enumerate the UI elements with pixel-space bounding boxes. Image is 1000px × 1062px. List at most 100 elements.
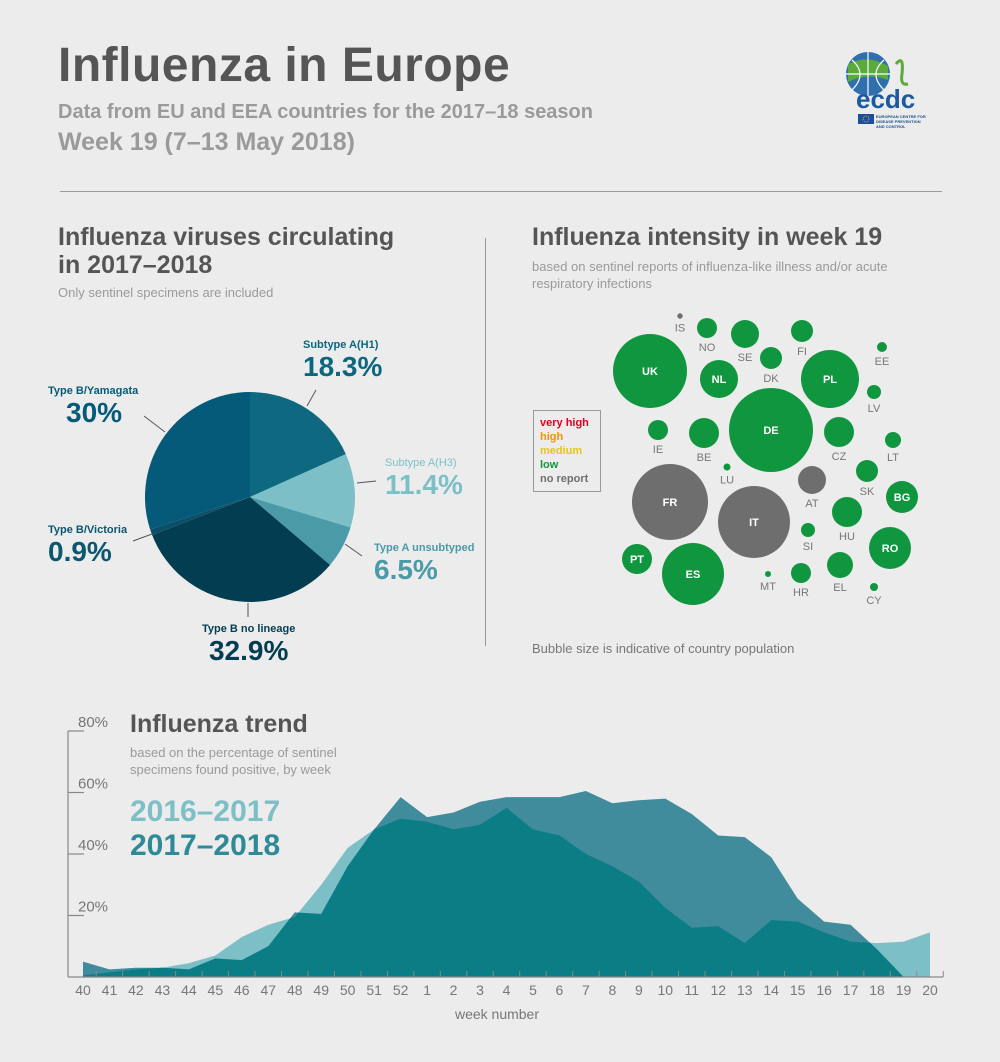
intensity-legend: very high high medium low no report bbox=[533, 410, 601, 492]
leader-line-unsubtyped bbox=[344, 543, 363, 557]
x-tick-label: 43 bbox=[155, 982, 171, 998]
bubble-circle bbox=[885, 432, 901, 448]
pie-slice-type-a-unsubtyped bbox=[250, 497, 351, 565]
x-tick-label: 41 bbox=[102, 982, 118, 998]
bubble-label: DK bbox=[763, 373, 779, 385]
bubble-label: CY bbox=[866, 595, 882, 607]
bubble-circle bbox=[827, 552, 853, 578]
trend-title: Influenza trend bbox=[130, 710, 308, 738]
bubble-label: BE bbox=[697, 452, 712, 464]
x-tick-label: 6 bbox=[556, 982, 564, 998]
x-tick-label: 13 bbox=[737, 982, 753, 998]
bubble-label: AT bbox=[805, 498, 819, 510]
bubble-label: IS bbox=[675, 323, 685, 335]
trend-note-line1: based on the percentage of sentinel bbox=[130, 745, 337, 760]
x-tick-label: 42 bbox=[128, 982, 144, 998]
x-tick-label: 18 bbox=[869, 982, 885, 998]
x-tick-label: 1 bbox=[423, 982, 431, 998]
pie-label-no-lineage: Type B no lineage 32.9% bbox=[202, 623, 296, 666]
legend-2017-2018: 2017–2018 bbox=[130, 829, 281, 862]
bubble-is: IS bbox=[675, 313, 685, 335]
x-tick-label: 49 bbox=[313, 982, 329, 998]
legend-low: low bbox=[540, 459, 559, 471]
section-divider bbox=[485, 238, 486, 646]
intensity-note: based on sentinel reports of influenza-l… bbox=[532, 259, 888, 291]
page-title: Influenza in Europe bbox=[58, 39, 511, 92]
intensity-title: Influenza intensity in week 19 bbox=[532, 223, 883, 251]
x-tick-label: 4 bbox=[503, 982, 511, 998]
bubble-circle bbox=[731, 320, 759, 348]
x-tick-label: 48 bbox=[287, 982, 303, 998]
bubble-label: UK bbox=[642, 366, 658, 378]
bubble-label: DE bbox=[763, 425, 778, 437]
area-overlap bbox=[83, 807, 904, 977]
bubble-circle bbox=[869, 527, 911, 569]
bubble-label: PL bbox=[823, 374, 837, 386]
x-tick-label: 14 bbox=[763, 982, 779, 998]
bubble-label: EE bbox=[875, 356, 890, 368]
bubble-circle bbox=[870, 583, 878, 591]
x-tick-label: 46 bbox=[234, 982, 250, 998]
bubble-circle bbox=[718, 486, 790, 558]
bubble-label: SI bbox=[803, 541, 813, 553]
pie-label-h1: Subtype A(H1) 18.3% bbox=[303, 339, 383, 382]
x-tick-label: 50 bbox=[340, 982, 356, 998]
leader-line-victoria bbox=[132, 533, 153, 542]
trend-note-line2: specimens found positive, by week bbox=[130, 762, 331, 777]
bubble-lu: LU bbox=[720, 463, 734, 487]
pie-slice-subtype-a-h1- bbox=[250, 392, 346, 497]
x-axis-label: week number bbox=[454, 1006, 539, 1022]
bubble-dk: DK bbox=[760, 347, 782, 385]
bubble-circle bbox=[886, 481, 918, 513]
bubble-label: PT bbox=[630, 554, 644, 566]
bubble-si: SI bbox=[801, 523, 815, 553]
x-tick-label: 16 bbox=[816, 982, 832, 998]
x-tick-label: 47 bbox=[260, 982, 276, 998]
leader-line-h1 bbox=[306, 389, 317, 407]
bubble-label: FI bbox=[797, 346, 807, 358]
bubble-ie: IE bbox=[648, 420, 668, 456]
leader-line-yamagata bbox=[143, 415, 166, 433]
bubble-label: ES bbox=[686, 569, 701, 581]
bubble-es: ES bbox=[662, 543, 724, 605]
bubble-cy: CY bbox=[866, 583, 882, 607]
viruses-title: Influenza viruses circulating in 2017–20… bbox=[58, 223, 394, 279]
y-tick-label: 20% bbox=[78, 899, 108, 916]
x-tick-label: 51 bbox=[366, 982, 382, 998]
viruses-note: Only sentinel specimens are included bbox=[58, 285, 274, 300]
x-tick-label: 15 bbox=[790, 982, 806, 998]
bubble-label: SK bbox=[860, 486, 875, 498]
bubble-uk: UK bbox=[613, 334, 687, 408]
x-tick-label: 3 bbox=[476, 982, 484, 998]
x-tick-label: 12 bbox=[710, 982, 726, 998]
bubble-footnote: Bubble size is indicative of country pop… bbox=[532, 641, 795, 656]
bubble-circle bbox=[700, 360, 738, 398]
bubble-pl: PL bbox=[801, 350, 859, 408]
page-subtitle: Data from EU and EEA countries for the 2… bbox=[58, 101, 593, 123]
bubble-label: SE bbox=[738, 352, 753, 364]
bubble-label: NO bbox=[699, 342, 716, 354]
logo-wordmark: ecdc bbox=[856, 84, 915, 114]
bubble-at: AT bbox=[798, 466, 826, 510]
bubble-no: NO bbox=[697, 318, 717, 354]
bubble-circle bbox=[877, 342, 887, 352]
pie-label-h3: Subtype A(H3) 11.4% bbox=[385, 457, 463, 500]
bubble-lv: LV bbox=[867, 385, 881, 415]
bubble-label: IE bbox=[653, 444, 663, 456]
legend-no-report: no report bbox=[540, 473, 589, 485]
bubble-circle bbox=[791, 563, 811, 583]
bubble-it: IT bbox=[718, 486, 790, 558]
legend-2016-2017: 2016–2017 bbox=[130, 795, 281, 828]
bubble-fr: FR bbox=[632, 464, 708, 540]
bubble-label: LT bbox=[887, 452, 899, 464]
bubble-circle bbox=[723, 463, 731, 471]
bubble-circle bbox=[697, 318, 717, 338]
x-tick-label: 7 bbox=[582, 982, 590, 998]
leader-line-h3 bbox=[356, 480, 377, 484]
header-divider bbox=[60, 191, 942, 192]
pie-slice-subtype-a-h3- bbox=[250, 454, 355, 528]
legend-very-high: very high bbox=[540, 417, 589, 429]
x-tick-label: 44 bbox=[181, 982, 197, 998]
bubble-nl: NL bbox=[700, 360, 738, 398]
